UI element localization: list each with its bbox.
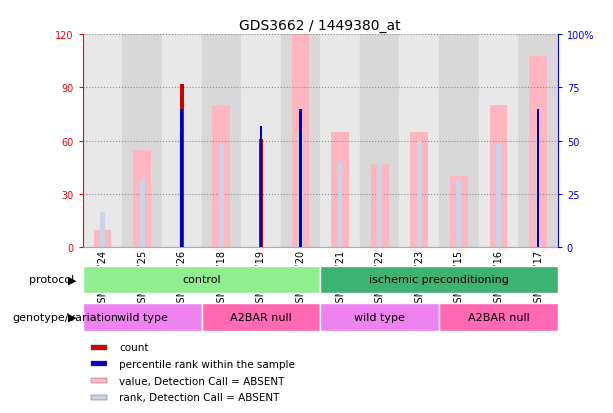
Bar	[281, 35, 321, 248]
Bar	[439, 35, 479, 248]
Bar	[162, 35, 202, 248]
Text: ischemic preconditioning: ischemic preconditioning	[369, 275, 509, 285]
Bar	[83, 35, 123, 248]
Bar	[202, 35, 241, 248]
Bar	[91, 361, 107, 367]
Bar	[378, 163, 382, 248]
Bar	[450, 177, 468, 248]
Bar	[321, 266, 558, 294]
Bar	[496, 145, 501, 248]
Bar	[331, 133, 349, 248]
Bar	[298, 133, 303, 248]
Bar	[321, 303, 439, 331]
Bar	[299, 109, 302, 248]
Bar	[259, 163, 264, 248]
Bar	[457, 180, 461, 248]
Bar	[91, 378, 107, 383]
Bar	[439, 303, 558, 331]
Bar	[321, 35, 360, 248]
Bar	[259, 140, 263, 248]
Bar	[219, 145, 224, 248]
Bar	[529, 57, 547, 248]
Bar	[241, 35, 281, 248]
Bar	[360, 35, 400, 248]
Bar	[490, 106, 508, 248]
Text: value, Detection Call = ABSENT: value, Detection Call = ABSENT	[120, 376, 284, 386]
Bar	[180, 85, 184, 248]
Bar	[123, 35, 162, 248]
Bar	[338, 163, 343, 248]
Text: protocol: protocol	[29, 275, 75, 285]
Bar	[180, 109, 183, 248]
Bar	[417, 142, 422, 248]
Bar	[133, 150, 151, 248]
Text: percentile rank within the sample: percentile rank within the sample	[120, 359, 295, 369]
Bar	[371, 164, 389, 248]
Text: control: control	[182, 275, 221, 285]
Bar	[259, 126, 262, 248]
Text: genotype/variation: genotype/variation	[12, 312, 118, 322]
Bar	[479, 35, 518, 248]
Bar	[100, 212, 105, 248]
Bar	[83, 266, 321, 294]
Text: A2BAR null: A2BAR null	[230, 312, 292, 322]
Bar	[536, 136, 541, 248]
Bar	[91, 395, 107, 400]
Text: ▶: ▶	[68, 312, 77, 322]
Bar	[202, 303, 321, 331]
Bar	[140, 180, 145, 248]
Bar	[94, 230, 112, 248]
Text: A2BAR null: A2BAR null	[468, 312, 529, 322]
Text: wild type: wild type	[354, 312, 405, 322]
Bar	[536, 109, 539, 248]
Bar	[91, 345, 107, 350]
Bar	[180, 133, 184, 248]
Bar	[83, 303, 202, 331]
Bar	[518, 35, 558, 248]
Text: ▶: ▶	[68, 275, 77, 285]
Bar	[400, 35, 439, 248]
Bar	[410, 133, 428, 248]
Text: wild type: wild type	[116, 312, 167, 322]
Bar	[213, 106, 230, 248]
Text: count: count	[120, 342, 149, 352]
Title: GDS3662 / 1449380_at: GDS3662 / 1449380_at	[240, 19, 401, 33]
Text: rank, Detection Call = ABSENT: rank, Detection Call = ABSENT	[120, 392, 280, 402]
Bar	[292, 35, 310, 248]
